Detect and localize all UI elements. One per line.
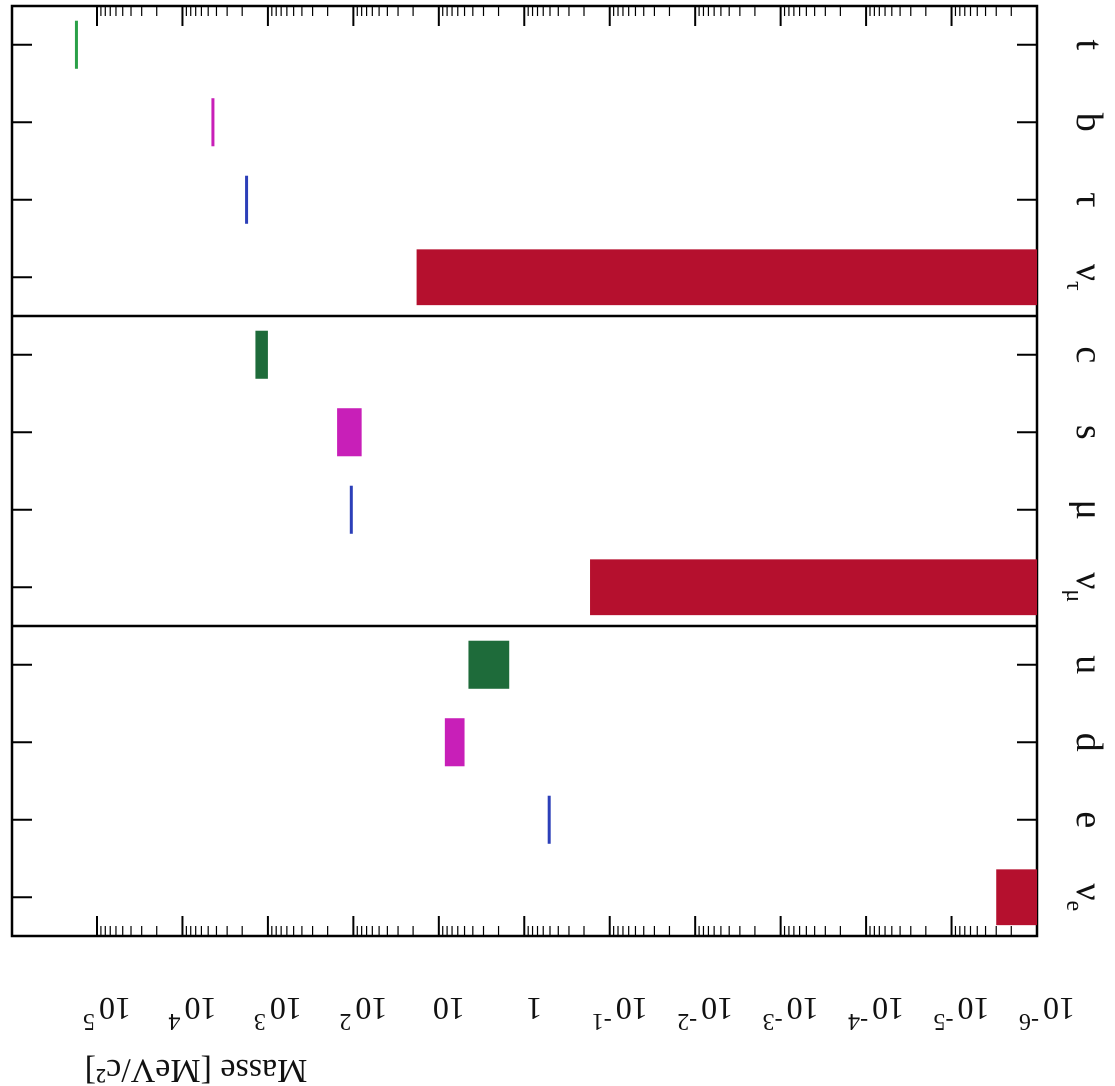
minor-ticks <box>100 6 1012 936</box>
y-tick-label: 1 <box>526 991 542 1027</box>
y-tick-label: 10-1 <box>592 991 648 1034</box>
y-tick-label: 10-2 <box>677 991 733 1034</box>
category-label: c <box>1068 346 1110 363</box>
bar-ντ <box>416 249 1038 306</box>
category-label: νe <box>1061 883 1110 911</box>
y-tick-label: 105 <box>83 991 131 1034</box>
bar-c <box>255 330 268 379</box>
category-label: νμ <box>1061 572 1110 602</box>
bar-b <box>211 98 215 147</box>
category-label: μ <box>1068 500 1110 520</box>
category-label: τ <box>1068 192 1110 207</box>
category-label: t <box>1068 39 1110 50</box>
bar-t <box>74 20 78 69</box>
category-label: b <box>1068 113 1110 132</box>
category-label: d <box>1068 733 1110 752</box>
bar-νe <box>996 869 1037 926</box>
bar-d <box>444 718 465 767</box>
x-tick-labels: νe e d u νμ μ s c ντ τ b t <box>1061 39 1110 911</box>
y-tick-label: 10-6 <box>1019 991 1075 1034</box>
y-tick-label: 10-5 <box>934 991 990 1034</box>
generation-dividers <box>12 314 1037 628</box>
plot-background <box>10 4 1039 938</box>
y-tick-label: 10-3 <box>763 991 819 1034</box>
major-ticks <box>96 6 1038 936</box>
category-label: u <box>1068 655 1110 674</box>
bar-μ <box>349 485 353 534</box>
y-tick-labels: 105 104 103 102 10 1 10-1 10-2 10-3 10-4 10-5 10-6 <box>83 991 1075 1034</box>
category-label: e <box>1068 811 1110 828</box>
y-tick-label: 103 <box>254 991 302 1034</box>
bar-τ <box>245 175 249 224</box>
category-label: ντ <box>1061 264 1110 291</box>
y-axis-label: Masse [MeV/c²] <box>85 1052 308 1086</box>
category-ticks <box>12 43 1037 899</box>
y-tick-label: 10 <box>433 991 465 1027</box>
bar-e <box>547 795 551 844</box>
y-tick-label: 10-4 <box>848 991 904 1034</box>
mass-bars <box>74 20 1038 926</box>
y-tick-label: 102 <box>339 991 387 1034</box>
bar-u <box>468 640 510 689</box>
bar-νμ <box>590 559 1037 616</box>
bar-s <box>337 408 362 457</box>
y-tick-label: 104 <box>168 991 216 1034</box>
category-label: s <box>1068 425 1110 440</box>
